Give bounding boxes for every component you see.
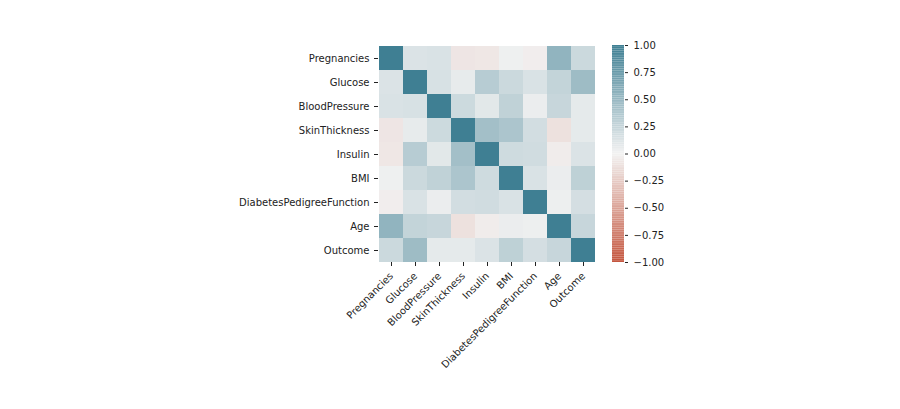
svg-text:−0.75: −0.75	[634, 230, 665, 241]
svg-text:Pregnancies: Pregnancies	[309, 53, 370, 64]
svg-text:Insulin: Insulin	[337, 149, 370, 160]
svg-text:BloodPressure: BloodPressure	[385, 270, 444, 329]
svg-text:Pregnancies: Pregnancies	[344, 270, 396, 321]
svg-text:Glucose: Glucose	[330, 77, 370, 88]
svg-text:Glucose: Glucose	[383, 270, 420, 307]
svg-text:Age: Age	[350, 221, 369, 232]
svg-text:BloodPressure: BloodPressure	[299, 101, 370, 112]
svg-text:Outcome: Outcome	[324, 245, 370, 256]
svg-text:−0.50: −0.50	[634, 202, 665, 213]
svg-text:SkinThickness: SkinThickness	[299, 125, 370, 136]
svg-text:DiabetesPedigreeFunction: DiabetesPedigreeFunction	[439, 270, 539, 370]
svg-text:Outcome: Outcome	[547, 270, 587, 310]
svg-text:0.25: 0.25	[634, 121, 656, 132]
svg-text:−0.25: −0.25	[634, 175, 665, 186]
svg-text:0.50: 0.50	[634, 94, 656, 105]
svg-text:BMI: BMI	[494, 270, 515, 291]
svg-text:Age: Age	[541, 270, 564, 292]
svg-text:1.00: 1.00	[634, 40, 656, 51]
svg-text:0.00: 0.00	[634, 148, 656, 159]
svg-text:SkinThickness: SkinThickness	[409, 270, 467, 328]
svg-text:DiabetesPedigreeFunction: DiabetesPedigreeFunction	[239, 197, 369, 208]
svg-text:Insulin: Insulin	[460, 270, 491, 301]
svg-text:0.75: 0.75	[634, 67, 656, 78]
svg-text:−1.00: −1.00	[634, 257, 665, 268]
svg-text:BMI: BMI	[351, 173, 369, 184]
